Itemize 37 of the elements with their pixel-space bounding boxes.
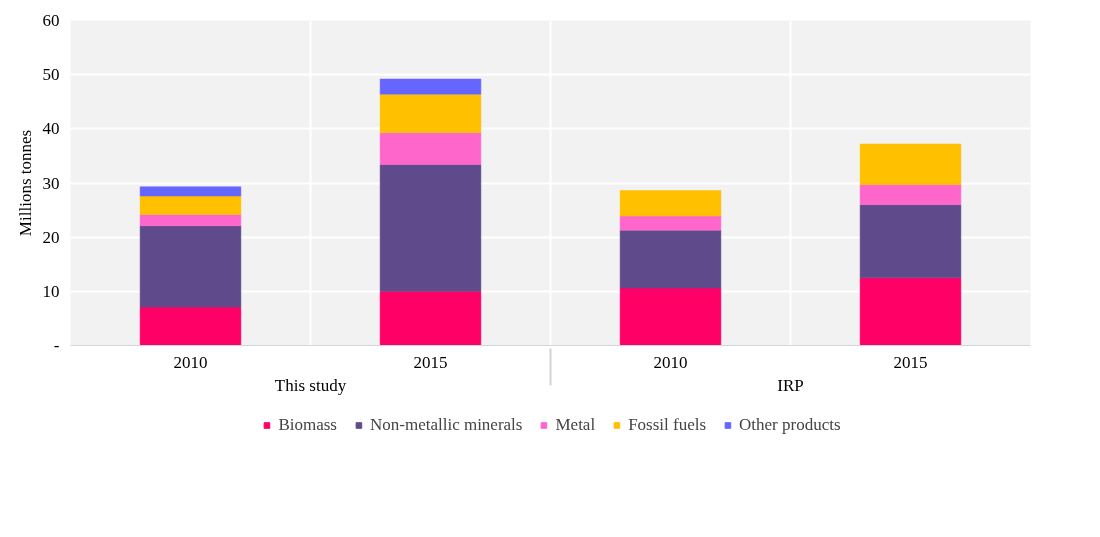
y-tick-label: 60 — [42, 11, 60, 30]
x-tick-label: 2015 — [413, 352, 448, 372]
bar — [859, 143, 962, 185]
bar — [859, 277, 962, 346]
y-axis-title: Millions tonnes — [15, 129, 35, 237]
bar — [139, 186, 242, 197]
bar — [619, 215, 722, 231]
legend-label: Fossil fuels — [628, 415, 707, 435]
bar — [619, 190, 722, 217]
legend-label: Metal — [555, 415, 596, 435]
bar — [379, 93, 482, 133]
legend-label: Biomass — [278, 415, 337, 435]
bar — [379, 78, 482, 95]
x-tick-label: 2010 — [653, 352, 688, 372]
bar — [379, 164, 482, 292]
x-tick-label: 2010 — [173, 352, 208, 372]
text: IRP — [777, 375, 804, 395]
legend-label: Other products — [739, 415, 841, 435]
bar — [859, 204, 962, 279]
bar — [139, 214, 242, 227]
y-tick-label: 50 — [42, 65, 60, 85]
y-tick-label: 10 — [42, 281, 60, 301]
bar — [379, 291, 482, 346]
bar — [139, 195, 242, 215]
bar — [859, 184, 962, 205]
bar — [139, 306, 242, 346]
y-tick-label: - — [53, 336, 60, 355]
legend-label: Non-metallic minerals — [369, 415, 523, 435]
x-tick-label: 2015 — [893, 352, 928, 372]
bar — [139, 225, 242, 308]
y-tick-label: 20 — [42, 227, 60, 247]
bar — [379, 132, 482, 165]
text: This study — [274, 375, 347, 395]
y-tick-label: 40 — [42, 119, 60, 139]
bar — [619, 287, 722, 346]
y-tick-label: 30 — [42, 173, 60, 193]
bar — [619, 229, 722, 289]
